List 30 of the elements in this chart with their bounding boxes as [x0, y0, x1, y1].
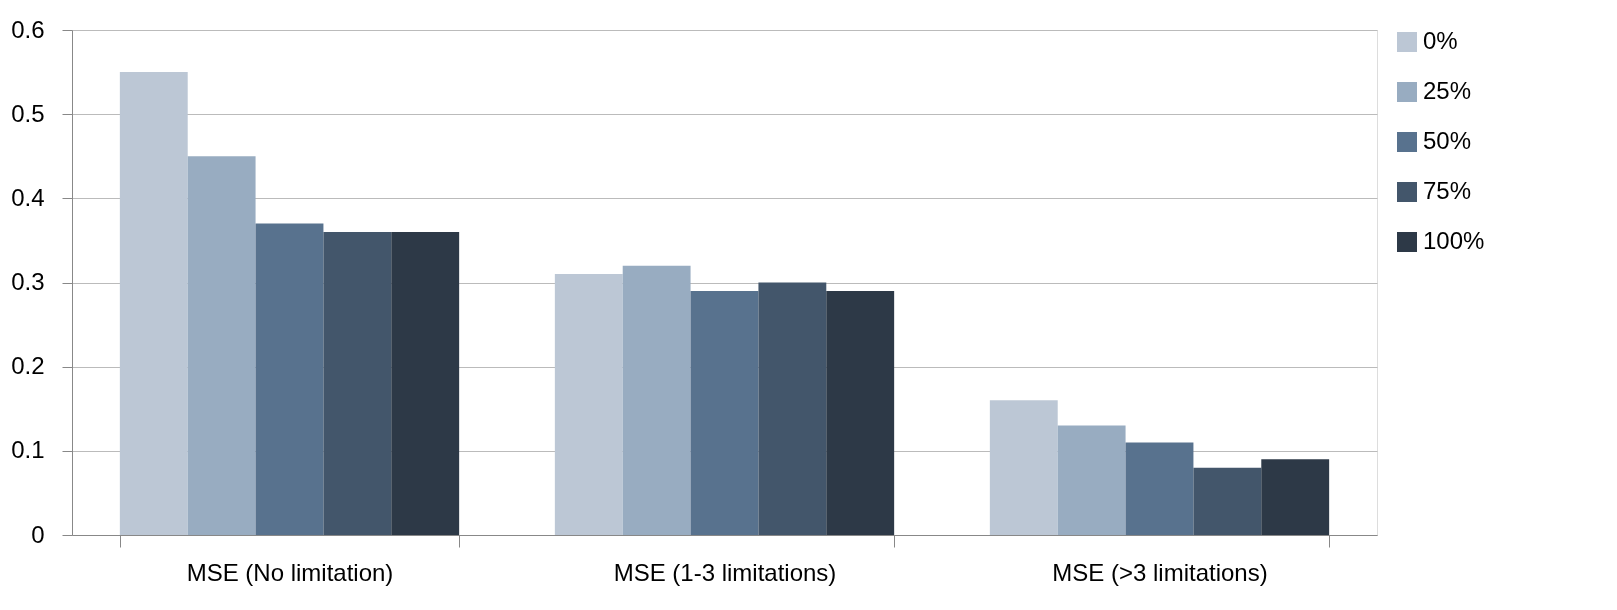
bar — [1057, 425, 1126, 535]
x-tick-label: MSE (No limitation) — [186, 558, 394, 586]
bar — [323, 232, 392, 535]
bar — [758, 282, 827, 535]
bar — [1261, 459, 1330, 535]
y-tick-label: 0.4 — [11, 183, 45, 211]
y-tick-label: 0.2 — [11, 352, 45, 380]
bar — [989, 400, 1058, 535]
bar — [391, 232, 460, 535]
bar — [187, 156, 256, 535]
bar — [1125, 442, 1194, 535]
legend-label: 75% — [1423, 177, 1472, 204]
legend-label: 0% — [1423, 27, 1458, 54]
bar — [119, 72, 188, 535]
bar — [554, 274, 623, 535]
legend-label: 100% — [1423, 227, 1485, 254]
bar — [690, 290, 759, 535]
bar — [622, 265, 691, 535]
bar — [255, 223, 324, 535]
y-tick-label: 0 — [31, 520, 45, 548]
bar — [826, 290, 895, 535]
x-tick-label: MSE (>3 limitations) — [1052, 558, 1268, 586]
y-tick-label: 0.3 — [11, 268, 45, 295]
legend-label: 50% — [1423, 127, 1472, 154]
y-tick-label: 0.1 — [11, 436, 45, 464]
y-tick-label: 0.6 — [11, 15, 45, 43]
x-tick-label: MSE (1-3 limitations) — [613, 558, 837, 586]
legend-label: 25% — [1423, 77, 1472, 104]
y-tick-label: 0.5 — [11, 99, 45, 127]
bar — [1193, 467, 1262, 535]
